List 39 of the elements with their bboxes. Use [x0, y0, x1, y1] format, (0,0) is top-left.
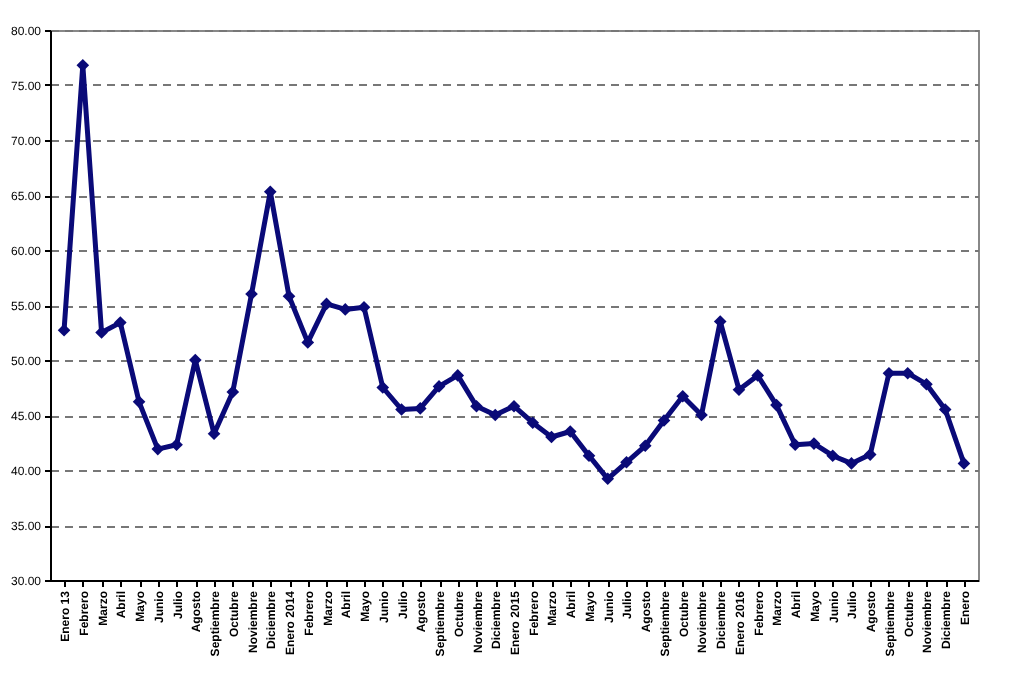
point	[957, 457, 971, 470]
point	[845, 457, 858, 470]
point	[226, 385, 240, 399]
point	[863, 448, 877, 461]
point	[920, 377, 933, 391]
point	[676, 389, 690, 403]
point	[638, 439, 652, 453]
point	[507, 399, 521, 413]
point	[601, 472, 615, 486]
point	[245, 287, 258, 301]
point	[545, 430, 558, 444]
point	[770, 398, 783, 412]
point	[488, 408, 502, 422]
point	[338, 303, 352, 316]
point	[882, 366, 896, 380]
point	[807, 437, 821, 450]
point	[563, 425, 577, 438]
point	[132, 395, 146, 409]
point	[170, 438, 183, 452]
point	[320, 297, 333, 311]
point	[582, 449, 596, 463]
point	[113, 316, 127, 329]
point	[357, 300, 371, 314]
point	[826, 449, 840, 463]
point	[657, 414, 671, 427]
point	[413, 402, 427, 415]
point	[451, 369, 465, 382]
point	[526, 416, 540, 430]
point	[282, 289, 296, 303]
point	[732, 383, 746, 397]
point	[620, 455, 633, 469]
point	[788, 438, 802, 452]
point	[151, 442, 165, 456]
point	[901, 366, 915, 380]
point	[432, 380, 446, 393]
point	[470, 399, 483, 413]
point	[751, 369, 765, 382]
point	[376, 381, 390, 394]
point	[938, 403, 952, 416]
